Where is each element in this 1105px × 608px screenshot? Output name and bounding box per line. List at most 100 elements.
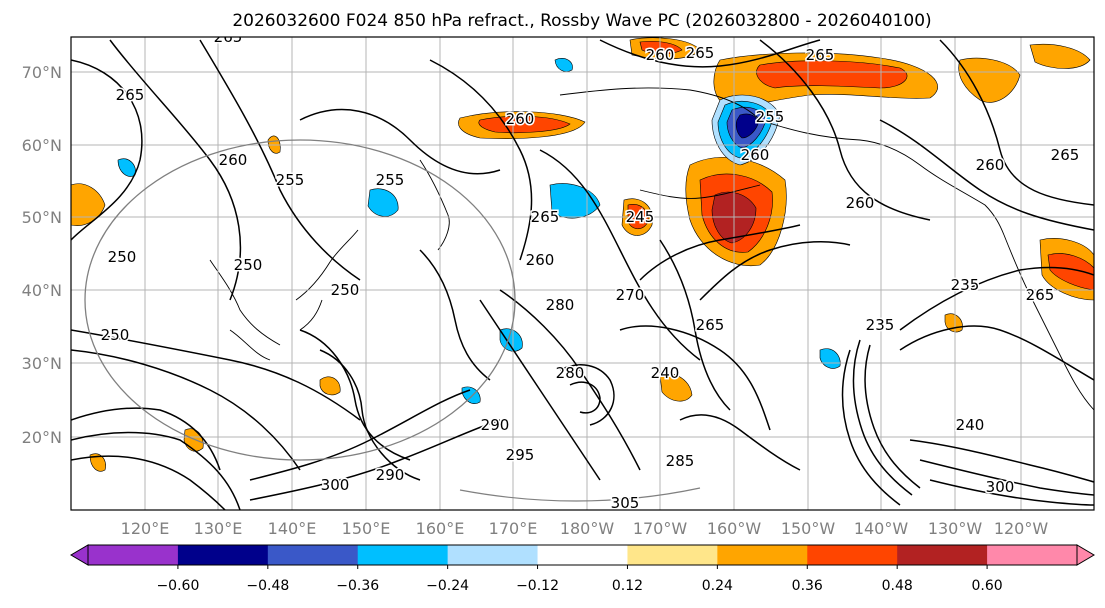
contour-label: 265 [214,28,243,46]
longitude-label: 150°W [781,519,836,538]
contour-line [249,419,501,501]
contour-label: 265 [1051,146,1080,164]
colorbar-segment [807,545,898,565]
anomaly-patch [1029,44,1091,69]
longitude-label: 130°W [928,519,983,538]
colorbar-tick-label: 0.12 [612,578,643,594]
contour-label: 265 [696,316,725,334]
contour-line [841,349,901,506]
contour-line [929,479,1094,506]
contour-label: 255 [376,171,405,189]
anomaly-patch [735,113,759,139]
contour-label: 260 [506,110,535,128]
colorbar-tick-label: 0.36 [792,578,823,594]
map-panel: 265 265 265 260 260 265 255 250 265 260 260 260 255 2… [70,28,1095,512]
contour-line [199,39,361,281]
contour-line [71,431,241,510]
latitude-label: 20°N [22,428,62,447]
longitude-label: 160°W [707,519,762,538]
contour-label: 300 [321,476,350,494]
colorbar-tick-label: −0.12 [516,578,559,594]
contour-line [919,459,1094,496]
coastline-kamchatka [419,159,450,251]
contour-line [679,414,801,471]
map-frame [70,36,1095,511]
longitude-label: 120°E [121,519,170,538]
contour-label: 280 [546,296,575,314]
colorbar-tick-label: 0.60 [972,578,1003,594]
coastline-arctic [559,87,761,121]
contour-line [559,364,615,426]
longitude-label: 120°W [994,519,1049,538]
contour-label: 265 [806,46,835,64]
colorbar-extend-high [1076,544,1095,566]
plot-title: 2026032600 F024 850 hPa refract., Rossby… [232,11,931,31]
colorbar-segment [627,545,718,565]
contour-label: 280 [556,364,585,382]
contour-lines [71,39,1094,510]
colorbar-segment [537,545,628,565]
contour-label: 305 [611,494,640,512]
contour-label: 250 [234,256,263,274]
coastline-aleutians [639,184,761,199]
anomaly-patch [554,58,573,72]
colorbar-tick-label: 0.48 [882,578,913,594]
contour-label: 250 [331,281,360,299]
contour-line [71,407,221,471]
contour-line [479,299,601,481]
contour-line [429,59,533,261]
map-content: 265 265 265 260 260 265 255 250 265 260 260 260 255 2… [71,28,1094,512]
colorbar-extend-low [70,544,89,566]
colorbar-segment [447,545,539,565]
longitude-label: 150°E [342,519,391,538]
contour-label: 290 [481,416,510,434]
contour-line [419,249,491,381]
longitude-label: 180°W [560,519,615,538]
contour-line [899,266,1094,331]
contour-line [539,149,701,361]
contour-label: 240 [651,364,680,382]
contour-label: 260 [976,156,1005,174]
latitude-label: 30°N [22,354,62,373]
contour-label: 240 [956,416,985,434]
contour-line [71,349,301,471]
anomaly-patch [639,40,683,55]
contour-line [71,329,361,421]
contour-line [899,325,1094,381]
contour-line [879,119,1094,231]
map-background [71,37,1094,510]
colorbar-segment [357,545,449,565]
anomaly-patch [71,183,106,226]
anomaly-patch [89,453,106,472]
anomaly-patch [319,376,341,396]
longitude-label: 160°E [416,519,465,538]
contour-line [299,329,411,461]
shaded-anomaly-fields [71,37,1094,472]
longitude-label: 170°E [489,519,538,538]
contour-line [909,439,1094,483]
anomaly-patch [756,60,908,89]
colorbar-segment [897,545,988,565]
coastline-korea-china [209,259,281,361]
colorbar-segment [88,545,179,565]
contour-line [109,39,242,301]
anomaly-patch [659,373,693,402]
contour-line [499,289,641,471]
contour-label: 295 [506,446,535,464]
contour-label: 260 [846,194,875,212]
anomaly-patch [367,188,399,217]
contour-line [864,344,921,489]
contour-line [569,381,601,414]
longitude-labels: 120°E 130°E 140°E 150°E 160°E 170°E 180°W 170°W… [121,519,1049,538]
contour-line [759,39,931,221]
colorbar-segment [177,545,269,565]
contour-label: 260 [741,146,770,164]
contour-label: 250 [101,326,130,344]
contour-label: 250 [108,248,137,266]
contour-line [71,59,143,241]
contour-line [699,240,851,301]
latitude-label: 40°N [22,281,62,300]
longitude-label: 130°E [194,519,243,538]
colorbar-tick-label: 0.24 [702,578,733,594]
